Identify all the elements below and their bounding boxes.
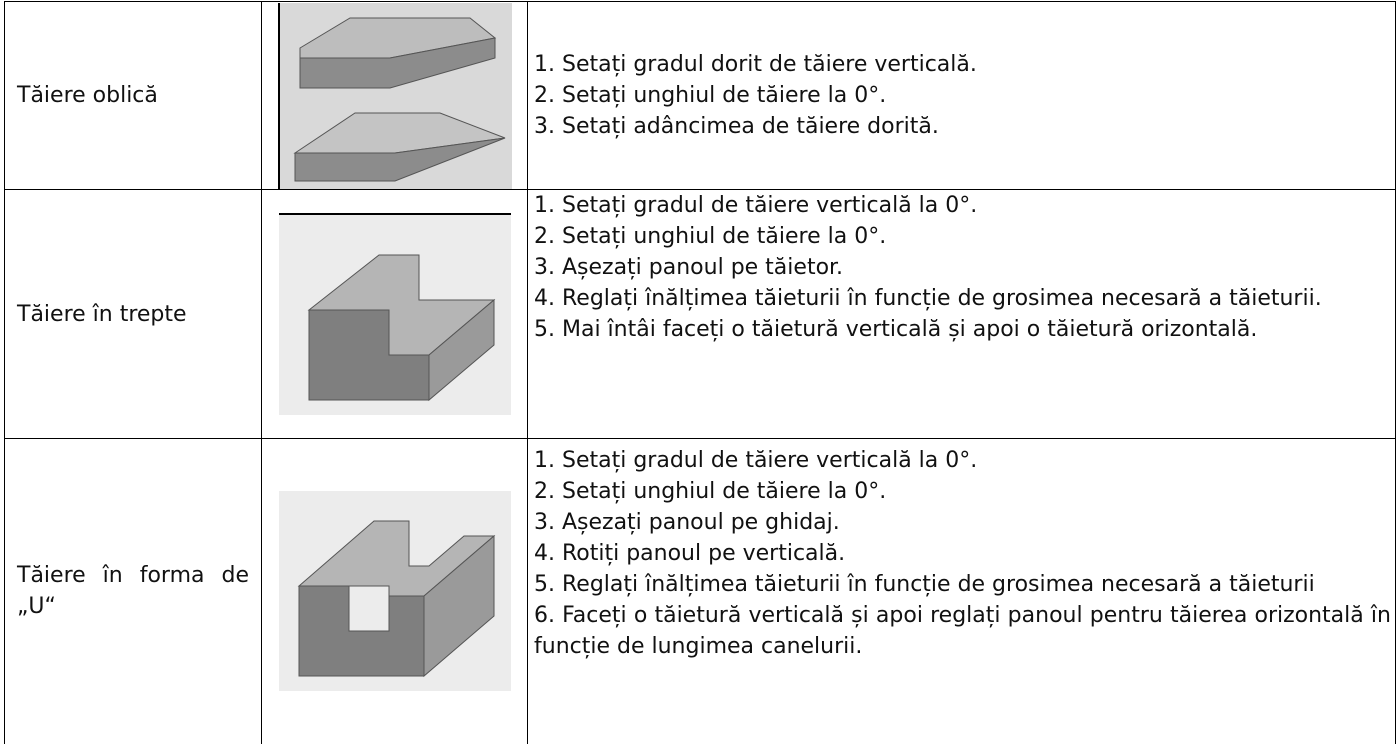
step: 5. Mai întâi faceți o tăietură verticală… — [534, 317, 1258, 342]
step-cut-illustration — [278, 213, 511, 415]
step: 5. Reglați înălțimea tăieturii în funcți… — [534, 572, 1315, 597]
cut-type: Tăiere în forma de „U“ — [4, 438, 262, 744]
illustration-cell — [261, 189, 528, 439]
steps-cell: 1. Setați gradul de tăiere verticală la … — [527, 438, 1396, 744]
step: 3. Așezați panoul pe ghidaj. — [534, 510, 840, 535]
step: 1. Setați gradul de tăiere verticală la … — [534, 193, 978, 218]
step: 3. Setați adâncimea de tăiere dorită. — [534, 114, 939, 139]
step: 1. Setați gradul de tăiere verticală la … — [534, 448, 978, 473]
u-cut-illustration — [278, 491, 511, 692]
table-row: Tăiere în forma de „U“ 1. Setați gradul … — [4, 438, 1396, 744]
table-row: Tăiere în trepte 1. Setați gradul de tăi… — [4, 189, 1396, 439]
procedure-table: Tăiere oblică 1. Setați gradul dorit de … — [4, 1, 1396, 744]
cut-type: Tăiere în trepte — [4, 189, 262, 439]
step: 6. Faceți o tăietură verticală și apoi r… — [534, 603, 1391, 659]
step: 3. Așezați panoul pe tăietor. — [534, 255, 844, 280]
step: 1. Setați gradul dorit de tăiere vertica… — [534, 52, 977, 77]
step: 4. Reglați înălțimea tăieturii în funcți… — [534, 286, 1322, 311]
steps-cell: 1. Setați gradul dorit de tăiere vertica… — [527, 1, 1396, 190]
illustration-cell — [261, 438, 528, 744]
table-row: Tăiere oblică 1. Setați gradul dorit de … — [4, 1, 1396, 190]
cut-type: Tăiere oblică — [4, 1, 262, 190]
step: 2. Setați unghiul de tăiere la 0°. — [534, 83, 887, 108]
illustration-cell — [261, 1, 528, 190]
step: 2. Setați unghiul de tăiere la 0°. — [534, 224, 887, 249]
oblique-cut-illustration — [277, 2, 512, 189]
step: 4. Rotiți panoul pe verticală. — [534, 541, 846, 566]
steps-cell: 1. Setați gradul de tăiere verticală la … — [527, 189, 1396, 439]
step: 2. Setați unghiul de tăiere la 0°. — [534, 479, 887, 504]
